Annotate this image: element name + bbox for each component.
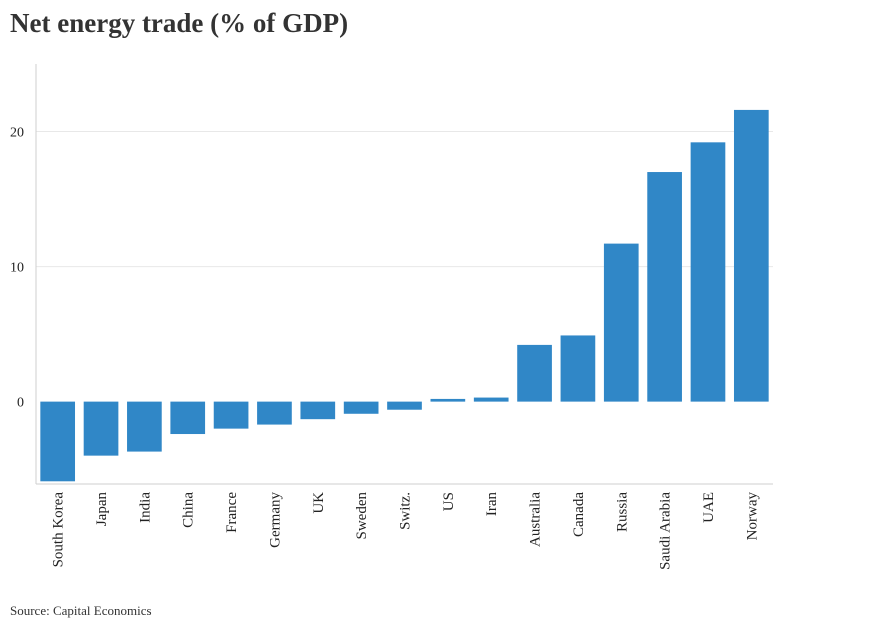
x-tick-label: UAE [701, 492, 717, 523]
x-tick-label: Switz. [398, 492, 414, 530]
y-axis: 0 10 20 [10, 64, 37, 484]
bar [343, 401, 379, 414]
x-tick-label: Saudi Arabia [658, 492, 674, 570]
x-tick-label: Norway [744, 492, 760, 541]
x-tick-label: France [224, 492, 240, 533]
x-tick-label: Australia [528, 492, 544, 547]
source-note: Source: Capital Economics [10, 603, 152, 618]
x-axis: South Korea Japan India China France Germany U… [36, 483, 773, 570]
bar [647, 172, 682, 402]
x-tick-label: Sweden [354, 492, 370, 540]
bars [40, 109, 769, 482]
x-tick-label: South Korea [51, 492, 67, 568]
bar [300, 401, 336, 420]
bar [733, 109, 769, 402]
x-tick-label: UK [311, 492, 327, 514]
x-tick-label: India [137, 492, 153, 523]
x-tick-label: Japan [94, 492, 110, 527]
x-tick-label: Germany [267, 492, 283, 548]
x-tick-label: Canada [571, 492, 587, 537]
bar [257, 401, 292, 425]
bar [603, 243, 639, 402]
y-tick-label: 0 [17, 396, 24, 411]
y-tick-label: 20 [10, 126, 24, 141]
bar [83, 401, 119, 456]
bar [387, 401, 422, 410]
bar [517, 344, 552, 402]
bar [690, 142, 726, 402]
y-tick-label: 10 [10, 261, 24, 276]
x-tick-label: Iran [484, 492, 500, 517]
bar [430, 398, 466, 402]
x-tick-label: China [181, 492, 197, 528]
x-tick-label: Russia [614, 492, 630, 532]
x-tick-label: US [441, 492, 457, 511]
bar [127, 401, 162, 452]
bar [473, 397, 509, 402]
bar [40, 401, 76, 482]
bar [560, 335, 596, 402]
chart-title: Net energy trade (% of GDP) [10, 8, 349, 38]
bar [170, 401, 206, 435]
bar [213, 401, 249, 429]
